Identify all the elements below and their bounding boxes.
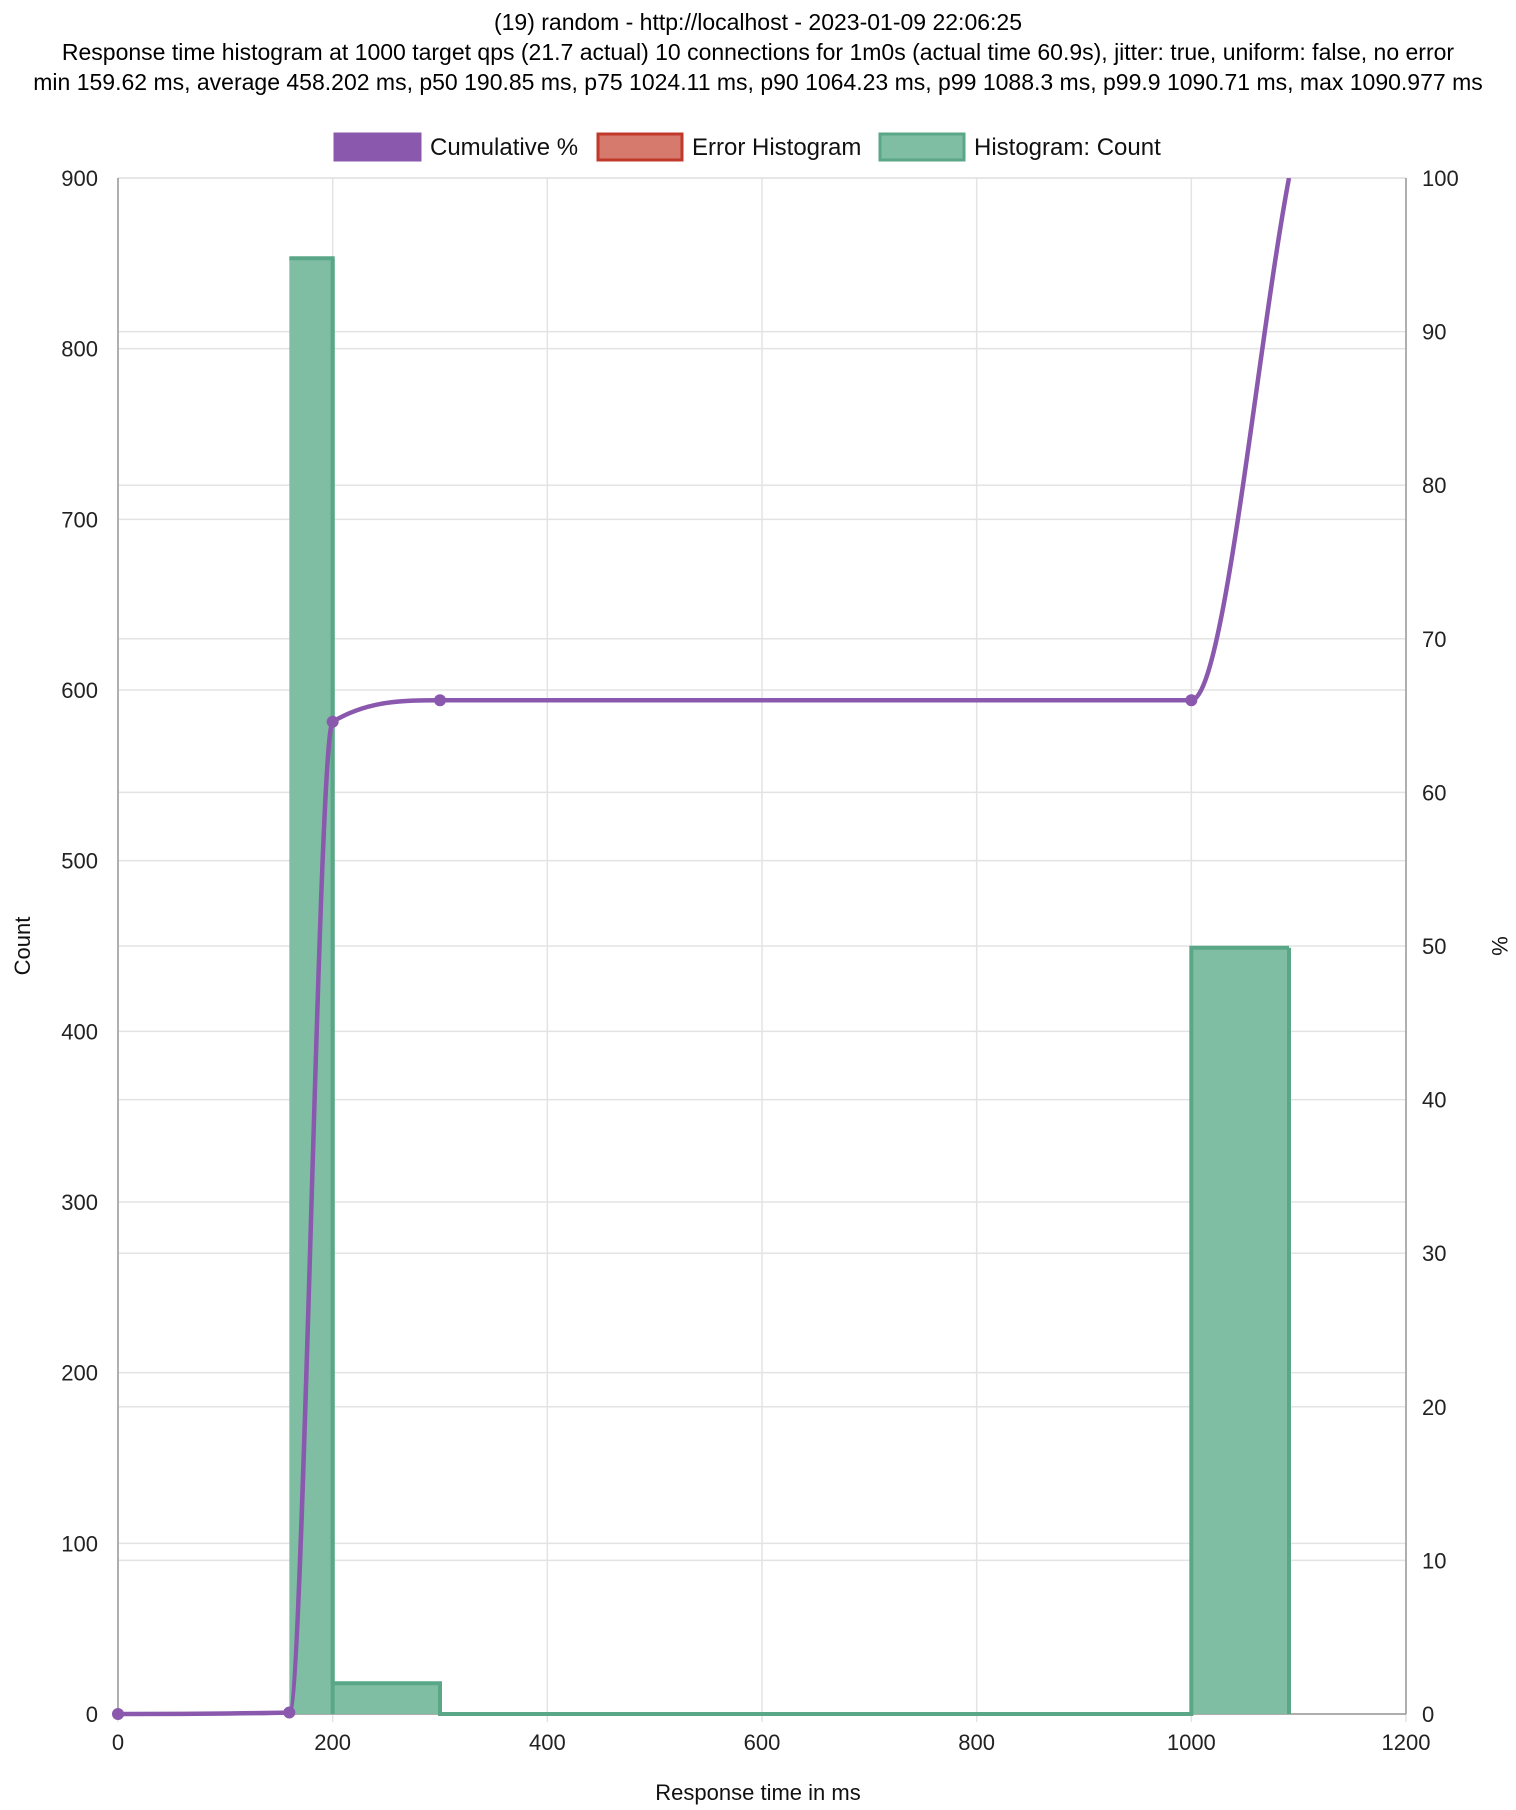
- chart-title-line-1: (19) random - http://localhost - 2023-01…: [494, 9, 1022, 35]
- legend-label-3: Histogram: Count: [974, 134, 1161, 161]
- x-tick-label: 600: [744, 1730, 781, 1755]
- x-tick-label: 200: [314, 1730, 351, 1755]
- y-left-tick-label: 800: [61, 337, 98, 362]
- x-axis-title: Response time in ms: [655, 1780, 860, 1805]
- y-left-tick-label: 600: [61, 678, 98, 703]
- x-tick-label: 0: [112, 1730, 124, 1755]
- y-right-tick-label: 100: [1422, 166, 1459, 191]
- y-right-tick-label: 30: [1422, 1241, 1446, 1266]
- y-left-tick-label: 200: [61, 1361, 98, 1386]
- y-left-tick-label: 400: [61, 1019, 98, 1044]
- y-right-tick-label: 40: [1422, 1088, 1446, 1113]
- histogram-bar-2: [332, 1683, 440, 1714]
- x-tick-label: 1200: [1382, 1730, 1431, 1755]
- histogram-bar-4: [1191, 947, 1289, 1714]
- legend-swatch-2: [596, 132, 684, 162]
- cumulative-point-1: [112, 1708, 124, 1720]
- x-tick-label: 1000: [1167, 1730, 1216, 1755]
- cumulative-point-4: [434, 694, 446, 707]
- y-axis-left-title: Count: [10, 917, 35, 976]
- y-left-tick-label: 100: [61, 1531, 98, 1556]
- y-right-tick-label: 90: [1422, 320, 1446, 345]
- y-left-tick-label: 700: [61, 507, 98, 532]
- legend-swatch-3: [878, 132, 966, 162]
- cumulative-point-5: [1185, 694, 1198, 707]
- y-left-tick-label: 500: [61, 849, 98, 874]
- y-left-tick-label: 0: [86, 1702, 98, 1727]
- y-right-tick-label: 20: [1422, 1395, 1446, 1420]
- histogram-outline: [289, 256, 1289, 1716]
- x-tick-label: 800: [958, 1730, 995, 1755]
- legend-swatch-1: [333, 132, 422, 162]
- cumulative-line: [117, 178, 1292, 1717]
- y-axis-right-title: %: [1487, 936, 1512, 956]
- chart-title-line-2: Response time histogram at 1000 target q…: [62, 39, 1455, 65]
- y-left-tick-label: 900: [61, 166, 98, 191]
- cumulative-point-2: [283, 1706, 296, 1719]
- histogram-bar-1: [289, 258, 333, 1714]
- legend-label-1: Cumulative %: [430, 134, 578, 161]
- y-right-tick-label: 60: [1422, 780, 1446, 805]
- y-left-tick-label: 300: [61, 1190, 98, 1215]
- x-tick-label: 400: [529, 1730, 566, 1755]
- y-right-tick-label: 70: [1422, 627, 1446, 652]
- y-right-tick-label: 80: [1422, 473, 1446, 498]
- y-right-tick-label: 0: [1422, 1702, 1434, 1727]
- y-right-tick-label: 10: [1422, 1548, 1446, 1573]
- legend-label-2: Error Histogram: [692, 134, 861, 161]
- cumulative-point-3: [326, 715, 339, 728]
- chart-title-line-3: min 159.62 ms, average 458.202 ms, p50 1…: [33, 69, 1482, 95]
- y-right-tick-label: 50: [1422, 934, 1446, 959]
